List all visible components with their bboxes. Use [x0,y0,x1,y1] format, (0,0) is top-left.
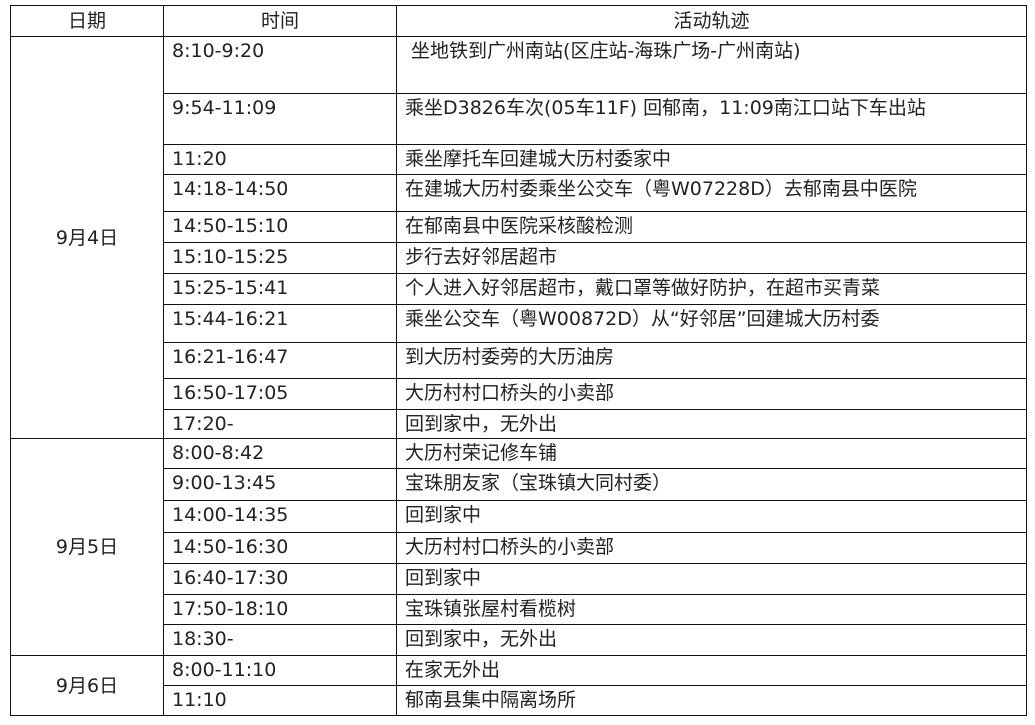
activity-cell: 个人进入好邻居超市，戴口罩等做好防护，在超市买青菜 [396,273,1027,305]
table-row: 9月6日 8:00-11:10 在家无外出 [10,655,1027,716]
time-cell: 17:20- [163,409,397,439]
time-cell: 15:10-15:25 [163,242,397,274]
time-cell: 11:10 [163,685,397,716]
time-cell: 9:00-13:45 [163,468,397,501]
table-row: 14:50-16:30 大历村村口桥头的小卖部 [11,532,1027,564]
time-cell: 14:50-15:10 [163,211,397,243]
time-cell: 14:18-14:50 [163,174,397,212]
time-cell: 8:00-8:42 [163,438,397,469]
table-row: 16:40-17:30 回到家中 [11,563,1027,595]
activity-cell: 郁南县集中隔离场所 [396,685,1027,716]
time-cell: 15:44-16:21 [163,304,397,343]
activity-cell: 大历村村口桥头的小卖部 [396,532,1027,564]
header-time: 时间 [163,5,397,37]
activity-cell: 回到家中，无外出 [396,624,1027,656]
activity-cell: 宝珠镇张屋村看榄树 [396,594,1027,625]
time-cell: 18:30- [163,624,397,656]
header-row: 日期 时间 活动轨迹 [10,5,1027,37]
time-cell: 8:10-9:20 [163,36,397,94]
header-activity: 活动轨迹 [396,5,1027,37]
table-row: 17:50-18:10 宝珠镇张屋村看榄树 [11,594,1027,625]
time-cell: 11:20 [163,144,397,175]
table-row: 15:25-15:41 个人进入好邻居超市，戴口罩等做好防护，在超市买青菜 [11,273,1027,305]
table-row: 17:20- 回到家中，无外出 [11,409,1027,439]
table-row: 11:10 郁南县集中隔离场所 [11,685,1027,716]
table-row: 15:44-16:21 乘坐公交车（粤W00872D）从“好邻居”回建城大历村委 [11,304,1027,343]
date-cell: 9月5日 [10,438,164,656]
activity-cell: 在家无外出 [396,655,1027,686]
table-row: 9:00-13:45 宝珠朋友家（宝珠镇大同村委） [11,468,1027,501]
table-row: 15:10-15:25 步行去好邻居超市 [11,242,1027,274]
activity-cell: 坐地铁到广州南站(区庄站-海珠广场-广州南站) [396,36,1027,94]
table-row: 9月4日 8:10-9:20 坐地铁到广州南站(区庄站-海珠广场-广州南站) [10,36,1027,439]
activity-cell: 乘坐公交车（粤W00872D）从“好邻居”回建城大历村委 [396,304,1027,343]
time-cell: 16:50-17:05 [163,378,397,410]
table-row: 9月5日 8:00-8:42 大历村荣记修车铺 [10,438,1027,656]
table-row: 18:30- 回到家中，无外出 [11,624,1027,656]
table-row: 14:00-14:35 回到家中 [11,500,1027,533]
table-row: 16:21-16:47 到大历村委旁的大历油房 [11,342,1027,379]
time-cell: 17:50-18:10 [163,594,397,625]
date-cell: 9月4日 [10,36,164,439]
time-cell: 16:40-17:30 [163,563,397,595]
activity-cell: 乘坐D3826车次(05车11F) 回郁南，11:09南江口站下车出站 [396,93,1027,145]
time-cell: 8:00-11:10 [163,655,397,686]
activity-cell: 回到家中，无外出 [396,409,1027,439]
table-row: 9:54-11:09 乘坐D3826车次(05车11F) 回郁南，11:09南江口… [11,93,1027,145]
time-cell: 16:21-16:47 [163,342,397,379]
activity-cell: 到大历村委旁的大历油房 [396,342,1027,379]
time-cell: 9:54-11:09 [163,93,397,145]
table-row: 14:50-15:10 在郁南县中医院采核酸检测 [11,211,1027,243]
activity-cell: 在郁南县中医院采核酸检测 [396,211,1027,243]
activity-cell: 回到家中 [396,563,1027,595]
time-cell: 14:00-14:35 [163,500,397,533]
activity-cell: 乘坐摩托车回建城大历村委家中 [396,144,1027,175]
table-row: 16:50-17:05 大历村村口桥头的小卖部 [11,378,1027,410]
time-cell: 15:25-15:41 [163,273,397,305]
time-cell: 14:50-16:30 [163,532,397,564]
date-cell: 9月6日 [10,655,164,716]
activity-cell: 宝珠朋友家（宝珠镇大同村委） [396,468,1027,501]
itinerary-table: 日期 时间 活动轨迹 9月4日 8:10-9:20 坐地铁到广州南站(区庄站-海珠… [10,5,1027,716]
activity-cell: 大历村荣记修车铺 [396,438,1027,469]
activity-cell: 大历村村口桥头的小卖部 [396,378,1027,410]
activity-cell: 在建城大历村委乘坐公交车（粤W07228D）去郁南县中医院 [396,174,1027,212]
table-row: 14:18-14:50 在建城大历村委乘坐公交车（粤W07228D）去郁南县中医院 [11,174,1027,212]
activity-cell: 步行去好邻居超市 [396,242,1027,274]
activity-cell: 回到家中 [396,500,1027,533]
header-date: 日期 [10,5,164,37]
table-row: 11:20 乘坐摩托车回建城大历村委家中 [11,144,1027,175]
